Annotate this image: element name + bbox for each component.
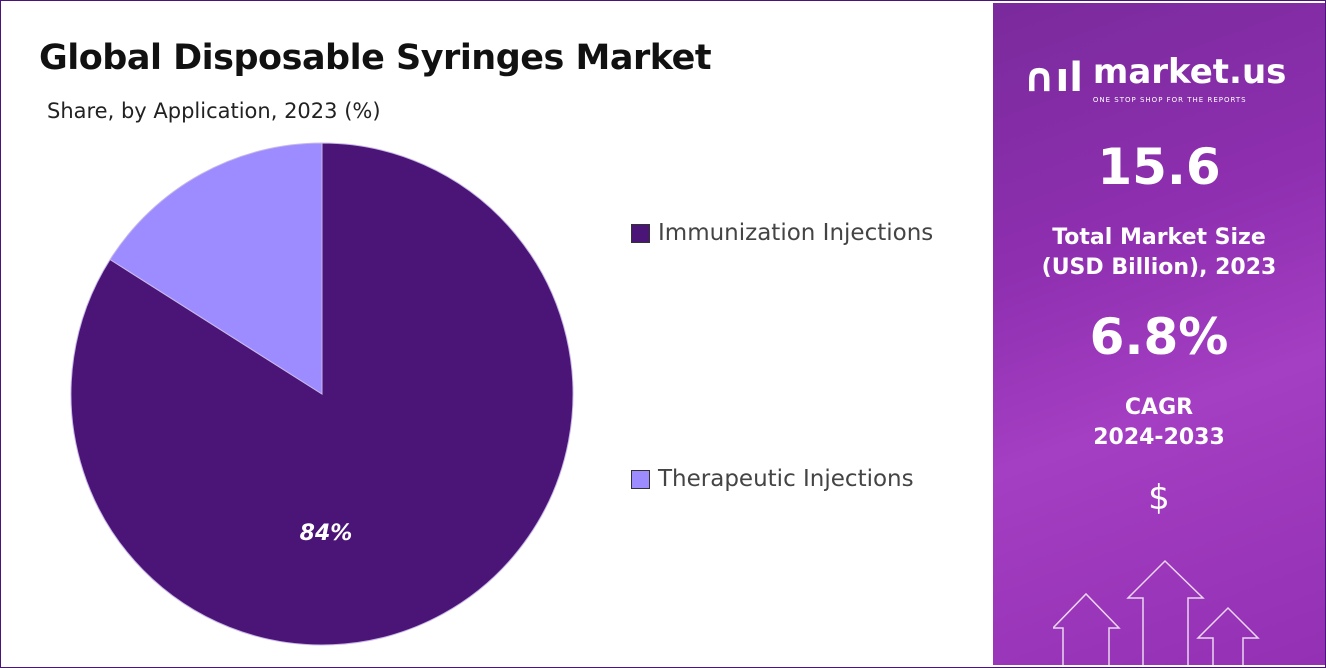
market-us-logo: ∩ıl market.us ONE STOP SHOP FOR THE REPO… xyxy=(1023,51,1286,105)
logo-tagline: ONE STOP SHOP FOR THE REPORTS xyxy=(1092,96,1247,104)
legend-label: Immunization Injections xyxy=(658,220,934,246)
market-size-label-unit: (USD Billion), 2023 xyxy=(1041,255,1277,280)
market-size-value: 15.6 xyxy=(1097,138,1221,196)
growth-arrows-icon xyxy=(1053,559,1260,665)
legend-swatch xyxy=(631,469,650,489)
pie-chart: 84% xyxy=(70,142,574,646)
legend-item-therapeutic: Therapeutic Injections xyxy=(631,465,914,493)
data-label: 84% xyxy=(300,521,353,546)
chart-panel: Global Disposable Syringes Market Share,… xyxy=(3,3,991,665)
cagr-label: CAGR xyxy=(1124,395,1194,420)
market-size-label: Total Market Size xyxy=(1052,225,1266,250)
legend-label: Therapeutic Injections xyxy=(658,466,914,492)
dollar-icon: $ xyxy=(1148,478,1170,518)
legend-item-immunization: Immunization Injections xyxy=(631,219,933,247)
logo-icon: ∩ıl xyxy=(1023,55,1083,101)
chart-subtitle: Share, by Application, 2023 (%) xyxy=(47,99,381,123)
cagr-period: 2024-2033 xyxy=(1093,425,1225,450)
legend-swatch xyxy=(631,223,650,243)
summary-panel: ∩ıl market.us ONE STOP SHOP FOR THE REPO… xyxy=(993,3,1325,665)
logo-name: market.us xyxy=(1092,52,1287,92)
cagr-value: 6.8% xyxy=(1089,308,1229,366)
pie-slice-therapeutic-injections xyxy=(109,142,323,395)
chart-title: Global Disposable Syringes Market xyxy=(39,38,712,78)
